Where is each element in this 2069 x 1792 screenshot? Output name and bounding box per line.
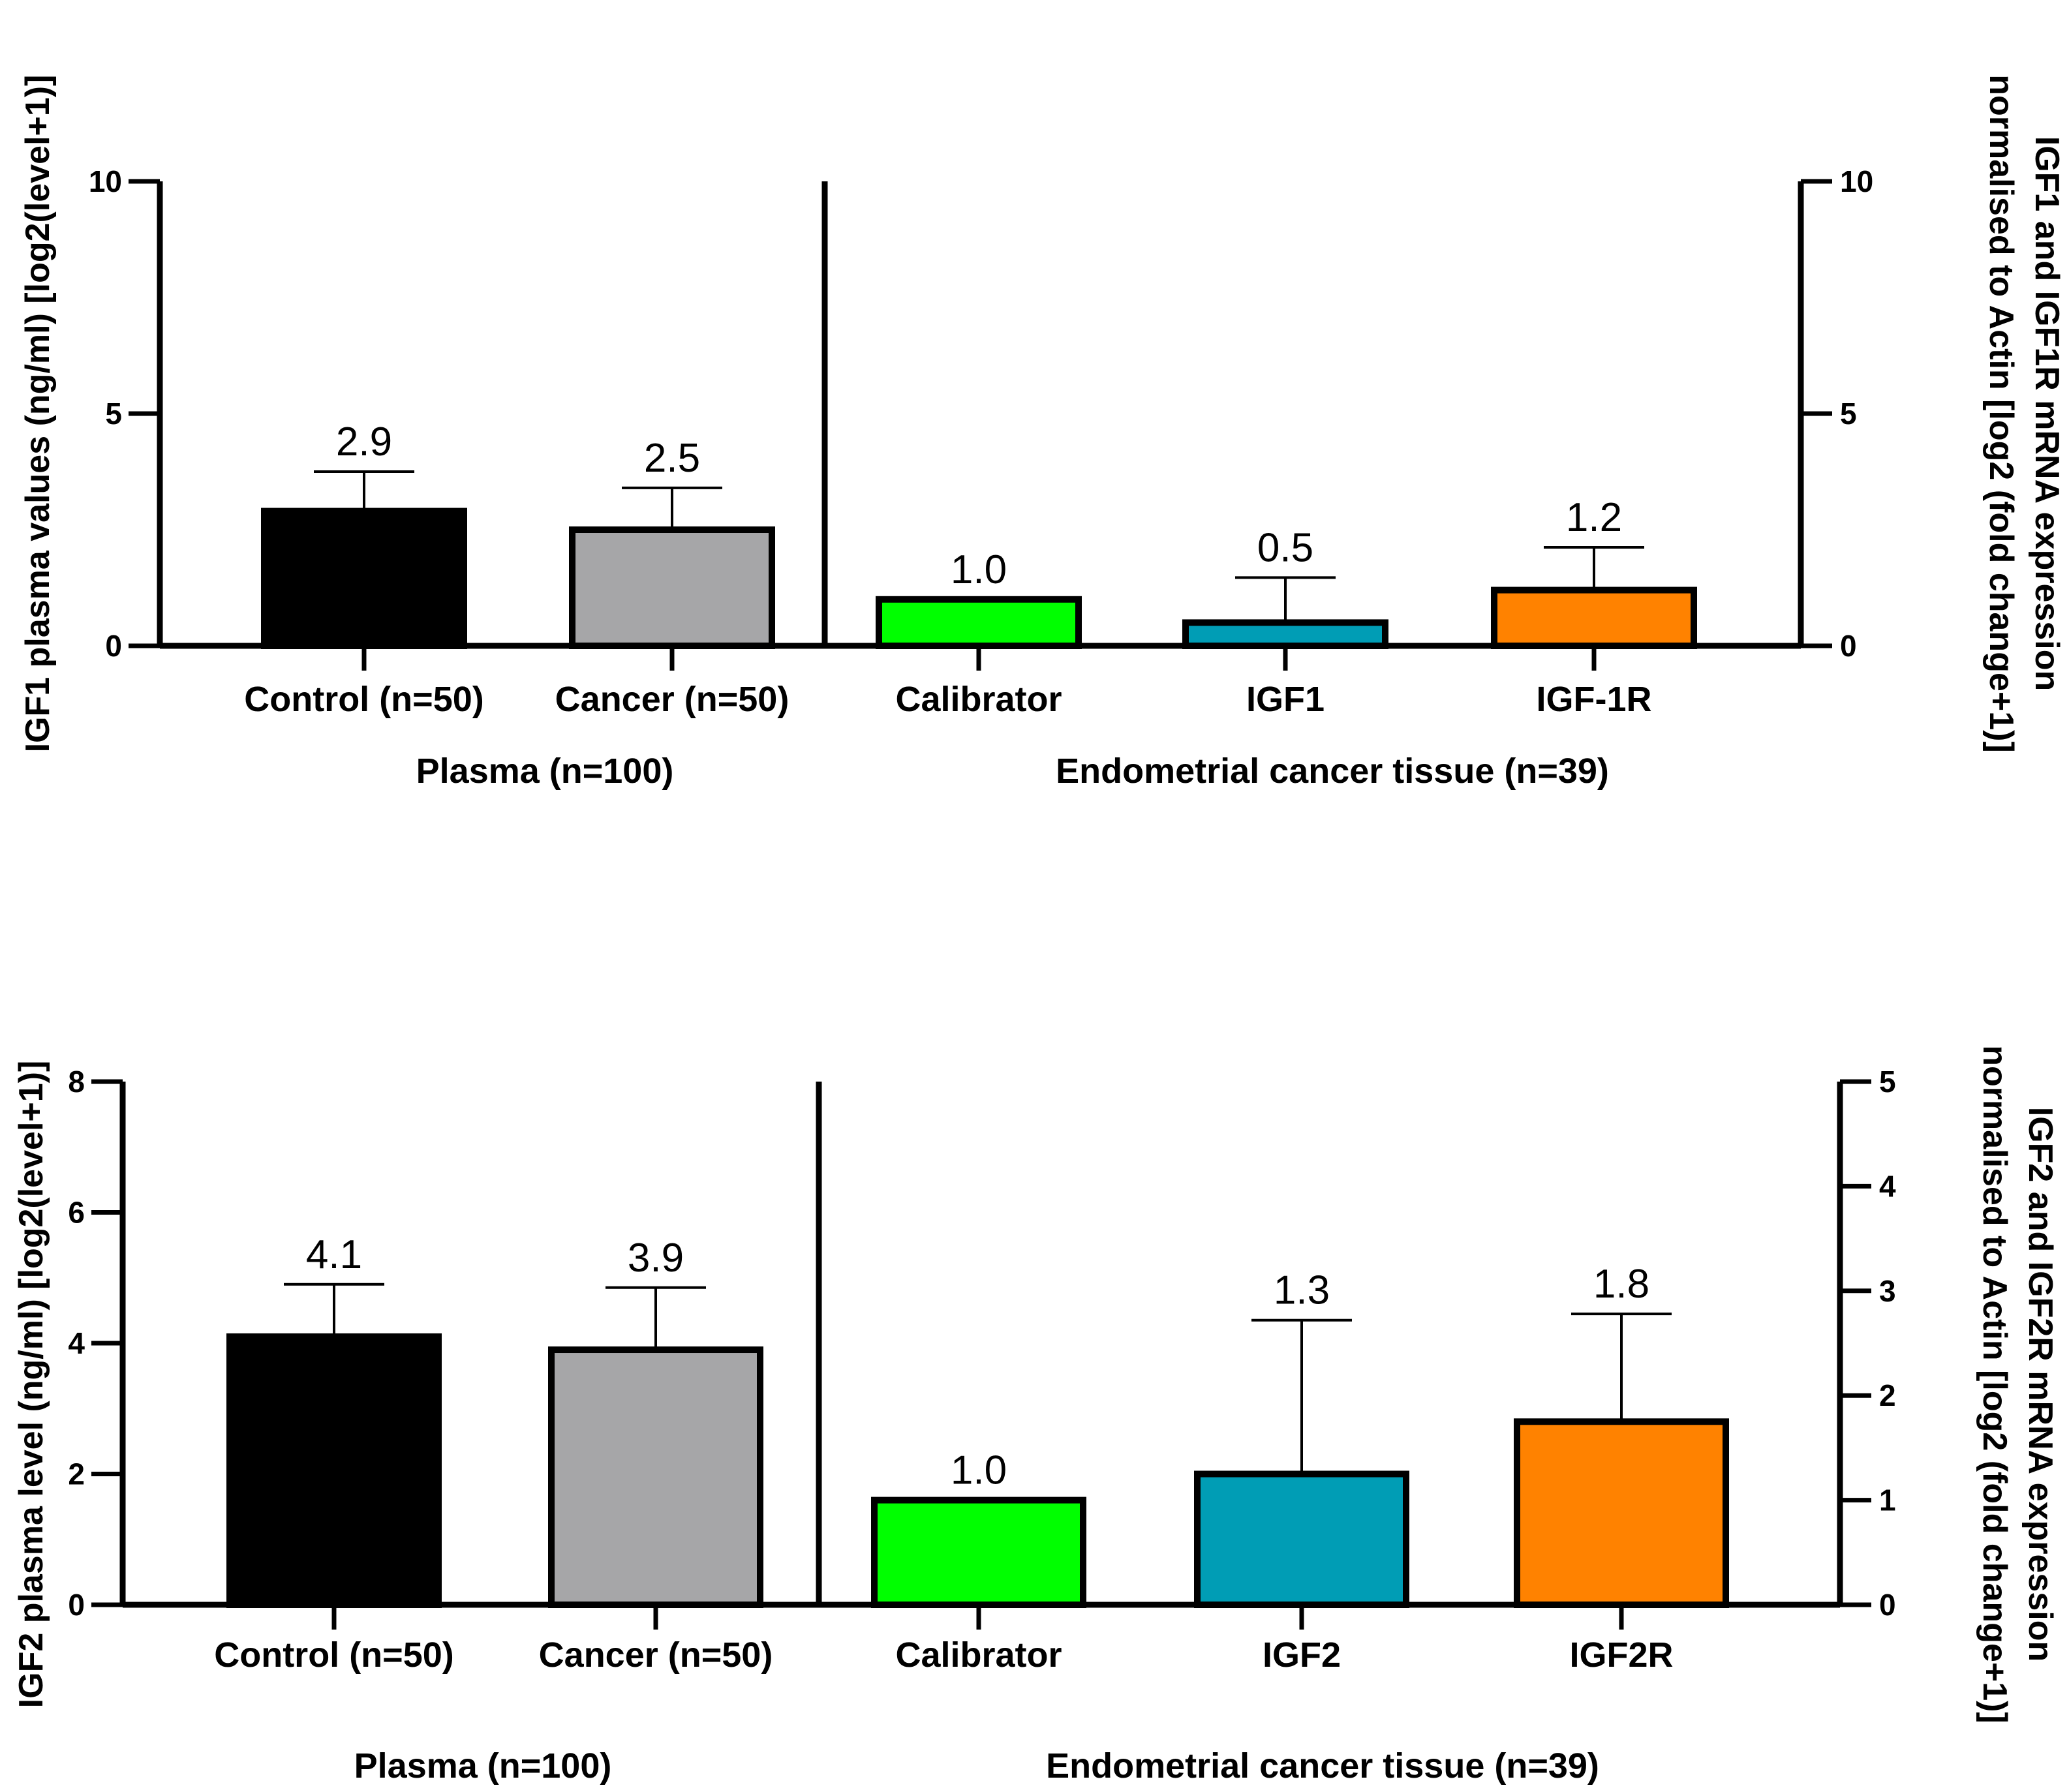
category-label-3: Calibrator [895, 680, 1062, 719]
right-y-axis-title-line-1: IGF1 and IGF1R mRNA expression [2028, 136, 2066, 691]
right-y-axis-title-line-2: normalised to Actin [log2 (fold change+1… [1982, 74, 2020, 753]
category-label-2: Cancer (n=50) [555, 680, 789, 719]
value-label-4: 0.5 [1257, 525, 1313, 570]
right-y-tick-label: 0 [1879, 1588, 1896, 1622]
left-y-axis-title: IGF1 plasma values (ng/ml) [log2(level+1… [19, 75, 57, 753]
left-y-tick-label: 4 [68, 1326, 85, 1360]
bar-5 [1491, 586, 1697, 649]
left-y-tick-label: 6 [68, 1196, 85, 1230]
value-label-3: 1.0 [951, 1448, 1007, 1493]
left-y-tick-label: 2 [68, 1457, 85, 1491]
bar-4 [1194, 1470, 1409, 1608]
value-label-5: 1.8 [1593, 1262, 1649, 1307]
group-label-2: Endometrial cancer tissue (n=39) [1056, 752, 1609, 791]
bar-1 [226, 1333, 442, 1609]
left-y-tick-label: 10 [89, 164, 122, 198]
right-y-tick-label: 3 [1879, 1274, 1896, 1308]
left-y-tick-label: 0 [68, 1588, 85, 1622]
group-label-1: Plasma (n=100) [416, 752, 674, 791]
group-label-1: Plasma (n=100) [354, 1746, 612, 1785]
bar-2 [569, 526, 775, 649]
value-label-4: 1.3 [1274, 1268, 1330, 1313]
value-label-1: 4.1 [306, 1232, 362, 1277]
bar-1 [261, 508, 467, 650]
panel-igf1: 2.9 Control (n=50) 2.5 Cancer (n=50) 1.0 Cali… [19, 74, 2066, 791]
value-label-3: 1.0 [951, 547, 1007, 592]
category-label-4: IGF2 [1263, 1635, 1341, 1675]
category-label-5: IGF2R [1569, 1635, 1673, 1675]
right-y-axis-title-line-1: IGF2 and IGF2R mRNA expression [2021, 1107, 2059, 1662]
right-y-tick-label: 5 [1840, 397, 1857, 431]
right-y-tick-label: 0 [1840, 629, 1857, 663]
bar-2 [548, 1346, 763, 1608]
left-y-tick-label: 0 [105, 629, 122, 663]
left-y-tick-label: 8 [68, 1065, 85, 1099]
bar-3 [871, 1496, 1086, 1609]
right-y-axis-title-line-2: normalised to Actin [log2 (fold change+1… [1976, 1045, 2014, 1724]
category-label-1: Control (n=50) [244, 680, 484, 719]
bar-3 [876, 596, 1082, 649]
bar-5 [1514, 1418, 1729, 1609]
category-label-1: Control (n=50) [214, 1635, 454, 1675]
right-y-tick-label: 4 [1879, 1169, 1896, 1203]
category-label-2: Cancer (n=50) [539, 1635, 773, 1675]
value-label-2: 3.9 [628, 1236, 684, 1281]
right-y-tick-label: 1 [1879, 1483, 1896, 1517]
panel-igf2: 4.1 Control (n=50) 3.9 Cancer (n=50) 1.0 Cali… [12, 1045, 2059, 1785]
right-y-tick-label: 2 [1879, 1378, 1896, 1412]
left-y-axis-title: IGF2 plasma level (ng/ml) [log2(level+1)… [12, 1061, 50, 1708]
right-y-tick-label: 5 [1879, 1065, 1896, 1099]
value-label-2: 2.5 [644, 436, 700, 481]
group-label-2: Endometrial cancer tissue (n=39) [1046, 1746, 1599, 1785]
left-y-tick-label: 5 [105, 397, 122, 431]
bar-4 [1182, 619, 1388, 650]
category-label-4: IGF1 [1246, 680, 1325, 719]
category-label-5: IGF-1R [1536, 680, 1651, 719]
value-label-5: 1.2 [1566, 495, 1622, 540]
category-label-3: Calibrator [895, 1635, 1062, 1675]
right-y-tick-label: 10 [1840, 164, 1873, 198]
value-label-1: 2.9 [336, 419, 392, 464]
